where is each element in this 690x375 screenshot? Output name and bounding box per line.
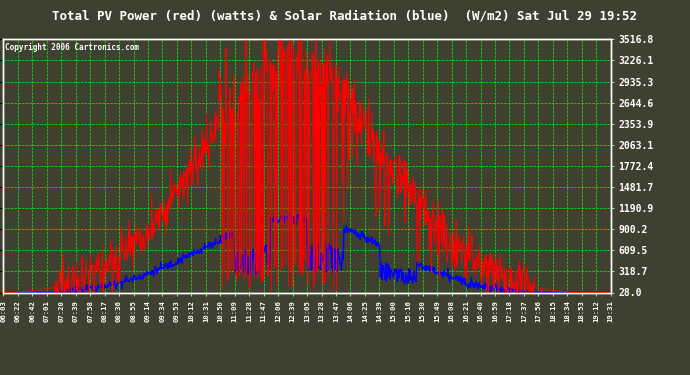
Text: Total PV Power (red) (watts) & Solar Radiation (blue)  (W/m2) Sat Jul 29 19:52: Total PV Power (red) (watts) & Solar Rad… (52, 9, 638, 22)
Text: Copyright 2006 Cartronics.com: Copyright 2006 Cartronics.com (5, 43, 139, 52)
